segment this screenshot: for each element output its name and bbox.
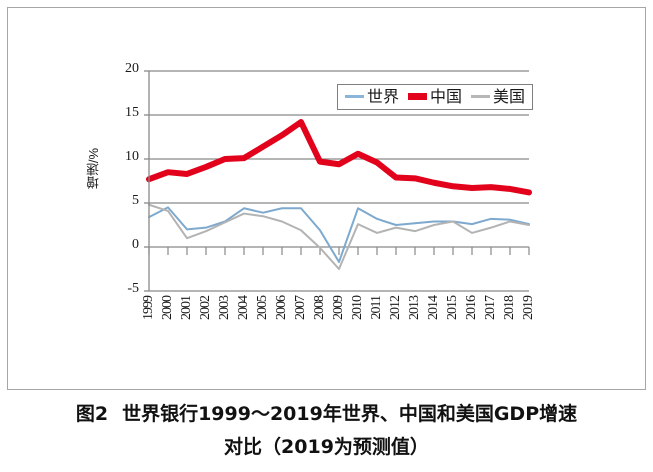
figure-caption: 图2 世界银行1999～2019年世界、中国和美国GDP增速 对比（2019为预测… — [0, 398, 653, 464]
chart-legend: 世界 中国 美国 — [337, 84, 534, 110]
line-chart-svg — [144, 70, 532, 292]
chart-frame: 增速/% 20 15 10 5 0 -5 1999 2000 2001 2002 2003 2004… — [7, 7, 646, 390]
y-tick-label: 10 — [125, 149, 139, 164]
caption-number: 图2 — [75, 403, 109, 425]
y-tick-label: 15 — [125, 105, 139, 120]
y-tick-label: 0 — [132, 237, 139, 252]
x-tick-label: 2009 — [331, 296, 346, 320]
x-tick-label: 2019 — [521, 296, 536, 320]
y-axis-title: 增速/% — [86, 148, 101, 190]
x-tick-label: 1999 — [141, 296, 156, 320]
caption-text-1: 世界银行1999～2019年世界、中国和美国GDP增速 — [122, 403, 578, 425]
caption-line-1: 图2 世界银行1999～2019年世界、中国和美国GDP增速 — [0, 398, 653, 431]
legend-item-usa: 美国 — [471, 87, 525, 106]
x-tick-label: 2006 — [274, 296, 289, 320]
y-tick-label: 20 — [125, 61, 139, 76]
x-tick-label: 2013 — [407, 296, 422, 320]
legend-item-china: 中国 — [408, 87, 462, 106]
x-tick-label: 2003 — [217, 296, 232, 320]
x-tick-label: 2010 — [350, 296, 365, 320]
y-tick-label: -5 — [127, 281, 139, 296]
x-tick-label: 2014 — [426, 296, 441, 320]
x-tick-label: 2012 — [388, 296, 403, 320]
x-tick-label: 2004 — [236, 296, 251, 320]
x-tick-label: 2000 — [160, 296, 175, 320]
x-tick-label: 2007 — [293, 296, 308, 320]
legend-label-china: 中国 — [430, 87, 463, 106]
x-tick-label: 2001 — [179, 296, 194, 320]
x-tick-marks-group — [148, 247, 530, 255]
data-series-group — [146, 119, 532, 270]
x-tick-label: 2017 — [483, 296, 498, 320]
legend-label-usa: 美国 — [493, 87, 526, 106]
x-tick-label: 2016 — [464, 296, 479, 320]
x-tick-label: 2002 — [198, 296, 213, 320]
legend-label-world: 世界 — [367, 87, 400, 106]
legend-swatch-world-icon — [345, 95, 364, 98]
y-tick-label: 5 — [132, 193, 139, 208]
x-tick-label: 2018 — [502, 296, 517, 320]
x-tick-label: 2015 — [445, 296, 460, 320]
legend-swatch-china-icon — [408, 93, 428, 100]
legend-swatch-usa-icon — [471, 95, 491, 98]
x-tick-label: 2008 — [312, 296, 327, 320]
caption-line-2: 对比（2019为预测值） — [224, 436, 429, 458]
x-tick-label: 2011 — [369, 296, 384, 320]
plot-area-wrapper: 增速/% 20 15 10 5 0 -5 1999 2000 2001 2002 2003 2004… — [8, 8, 647, 391]
x-tick-label: 2005 — [255, 296, 270, 320]
legend-item-world: 世界 — [345, 87, 399, 106]
